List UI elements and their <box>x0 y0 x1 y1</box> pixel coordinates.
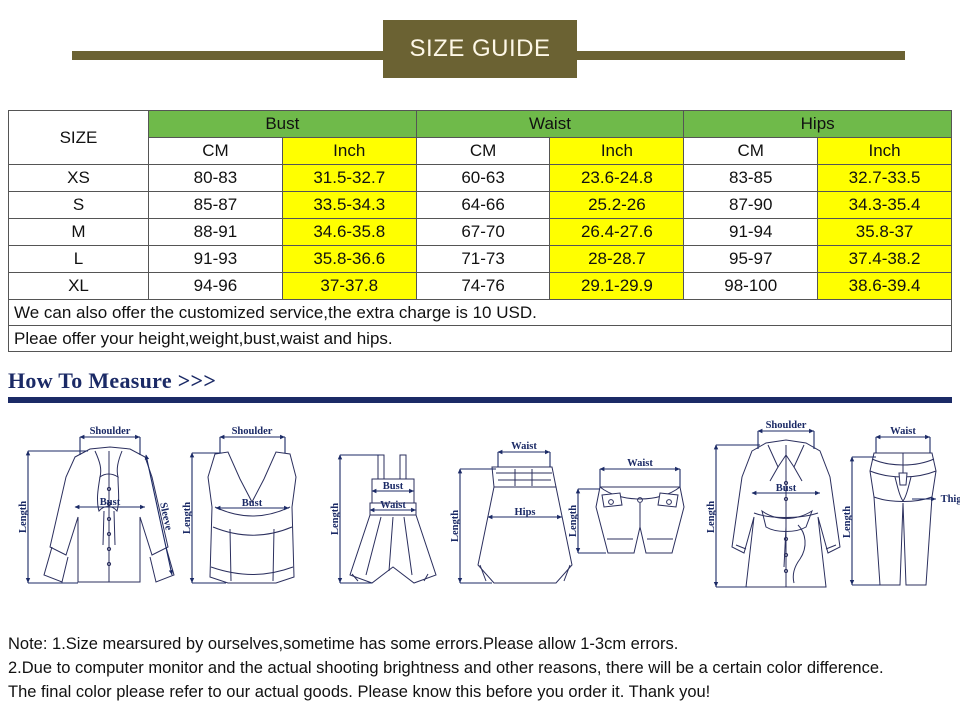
page-title: SIZE GUIDE <box>409 35 551 62</box>
label-thigh: Thigh <box>941 494 960 505</box>
garment-pants: Waist Thigh Length <box>842 426 960 586</box>
cell-bust-cm: 88-91 <box>148 218 283 246</box>
header-group-waist: Waist <box>415 110 685 138</box>
garment-tank-top: Shoulder Bust Length <box>182 426 297 584</box>
table-row: XS 80-83 31.5-32.7 60-63 23.6-24.8 83-85… <box>8 164 952 192</box>
how-to-measure-section: How To Measure >>> <box>8 368 952 403</box>
cell-waist-inch: 26.4-27.6 <box>549 218 685 246</box>
table-note-row: We can also offer the customized service… <box>8 299 952 326</box>
size-table-wrap: SIZE Bust Waist Hips CM Inch CM Inch CM … <box>0 110 960 352</box>
label-length: Length <box>706 501 717 533</box>
garment-blouse: Shoulder Bust Sleeve Length <box>18 426 175 584</box>
label-length: Length <box>330 503 341 535</box>
cell-hips-cm: 83-85 <box>683 164 819 192</box>
label-bust: Bust <box>242 498 263 509</box>
table-header-row-2: CM Inch CM Inch CM Inch <box>9 137 952 165</box>
header-group-bust: Bust <box>148 110 417 138</box>
cell-waist-cm: 64-66 <box>415 191 551 219</box>
cell-bust-cm: 85-87 <box>148 191 283 219</box>
cell-hips-cm: 91-94 <box>683 218 819 246</box>
label-length: Length <box>568 505 579 537</box>
cell-bust-inch: 37-37.8 <box>281 272 417 300</box>
label-hips: Hips <box>514 507 535 518</box>
bottom-notes: Note: 1.Size mearsured by ourselves,some… <box>8 633 952 705</box>
cell-hips-cm: 95-97 <box>683 245 819 273</box>
cell-waist-inch: 23.6-24.8 <box>549 164 685 192</box>
cell-hips-inch: 32.7-33.5 <box>817 164 952 192</box>
cell-size: M <box>8 218 149 246</box>
label-length: Length <box>182 502 193 534</box>
label-length: Length <box>18 501 29 533</box>
label-shoulder: Shoulder <box>766 420 807 431</box>
header-bust-inch: Inch <box>281 137 417 165</box>
label-length: Length <box>842 506 853 538</box>
cell-hips-inch: 38.6-39.4 <box>817 272 952 300</box>
cell-size: S <box>8 191 149 219</box>
bottom-note-line-3: The final color please refer to our actu… <box>8 682 711 701</box>
table-header-row-1: SIZE Bust Waist Hips <box>8 110 952 165</box>
garment-skirt: Waist Hips Length <box>450 441 573 584</box>
cell-size: XL <box>8 272 149 300</box>
table-row: XL 94-96 37-37.8 74-76 29.1-29.9 98-100 … <box>8 272 952 300</box>
label-bust: Bust <box>383 481 404 492</box>
label-shoulder: Shoulder <box>232 426 273 437</box>
cell-bust-cm: 80-83 <box>148 164 283 192</box>
cell-waist-inch: 25.2-26 <box>549 191 685 219</box>
cell-waist-inch: 28-28.7 <box>549 245 685 273</box>
cell-size: L <box>8 245 149 273</box>
header-bust-cm: CM <box>148 137 283 165</box>
label-waist: Waist <box>890 426 916 437</box>
garment-shorts: Waist Length <box>568 458 685 554</box>
cell-bust-inch: 33.5-34.3 <box>281 191 417 219</box>
bottom-note-line-1: Note: 1.Size mearsured by ourselves,some… <box>8 635 679 653</box>
cell-bust-cm: 94-96 <box>148 272 283 300</box>
label-waist: Waist <box>511 441 537 452</box>
label-bust: Bust <box>100 497 121 508</box>
cell-waist-cm: 71-73 <box>415 245 551 273</box>
cell-waist-cm: 67-70 <box>415 218 551 246</box>
cell-hips-cm: 98-100 <box>683 272 819 300</box>
header-waist-inch: Inch <box>549 137 685 165</box>
cell-waist-inch: 29.1-29.9 <box>549 272 685 300</box>
cell-size: XS <box>8 164 149 192</box>
garment-dress: Bust Waist Length <box>330 454 437 584</box>
cell-hips-inch: 35.8-37 <box>817 218 952 246</box>
size-chart-table: SIZE Bust Waist Hips CM Inch CM Inch CM … <box>8 110 952 352</box>
cell-waist-cm: 60-63 <box>415 164 551 192</box>
table-row: L 91-93 35.8-36.6 71-73 28-28.7 95-97 37… <box>8 245 952 273</box>
cell-hips-cm: 87-90 <box>683 191 819 219</box>
cell-bust-inch: 34.6-35.8 <box>281 218 417 246</box>
measurement-request-note: Pleae offer your height,weight,bust,wais… <box>8 325 952 352</box>
size-guide-banner: SIZE GUIDE <box>0 0 960 110</box>
header-hips-inch: Inch <box>817 137 952 165</box>
cell-bust-inch: 31.5-32.7 <box>281 164 417 192</box>
header-hips-cm: CM <box>683 137 819 165</box>
garment-coat: Shoulder Bust Length <box>706 420 841 588</box>
label-waist: Waist <box>627 458 653 469</box>
table-row: M 88-91 34.6-35.8 67-70 26.4-27.6 91-94 … <box>8 218 952 246</box>
label-waist: Waist <box>380 500 406 511</box>
bottom-note-line-2: 2.Due to computer monitor and the actual… <box>8 658 884 677</box>
header-group-hips: Hips <box>683 110 952 138</box>
how-to-measure-title: How To Measure >>> <box>8 368 217 393</box>
table-note-row: Pleae offer your height,weight,bust,wais… <box>8 325 952 352</box>
banner-plate: SIZE GUIDE <box>383 20 577 78</box>
garment-diagrams: .g { fill:#ffffff; stroke:#2b2f5e; strok… <box>0 407 960 627</box>
cell-bust-inch: 35.8-36.6 <box>281 245 417 273</box>
customized-service-note: We can also offer the customized service… <box>8 299 952 326</box>
header-size: SIZE <box>8 110 149 165</box>
label-length: Length <box>450 510 461 542</box>
label-bust: Bust <box>776 483 797 494</box>
label-shoulder: Shoulder <box>90 426 131 437</box>
how-to-measure-rule <box>8 397 952 403</box>
cell-hips-inch: 37.4-38.2 <box>817 245 952 273</box>
cell-hips-inch: 34.3-35.4 <box>817 191 952 219</box>
cell-waist-cm: 74-76 <box>415 272 551 300</box>
table-row: S 85-87 33.5-34.3 64-66 25.2-26 87-90 34… <box>8 191 952 219</box>
cell-bust-cm: 91-93 <box>148 245 283 273</box>
header-waist-cm: CM <box>415 137 551 165</box>
